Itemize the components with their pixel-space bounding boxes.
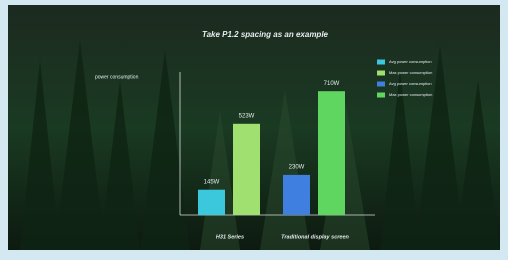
bar <box>318 91 345 215</box>
value-label: 230W <box>289 164 305 170</box>
legend-label: Max power consumption <box>389 92 432 97</box>
value-label: 145W <box>204 179 220 185</box>
chart-title: Take P1.2 spacing as an example <box>202 30 329 39</box>
legend-swatch <box>377 93 385 98</box>
legend-label: Avg power consumption <box>389 81 432 86</box>
chart: Take P1.2 spacing as an example power co… <box>0 0 508 260</box>
page: Take P1.2 spacing as an example power co… <box>0 0 508 260</box>
bar <box>198 190 225 215</box>
bar <box>233 124 260 215</box>
legend-label: Avg power consumption <box>389 59 432 64</box>
legend-label: Max power consumption <box>389 70 432 75</box>
value-label: 523W <box>239 113 255 119</box>
x-tick-label: H31 Series <box>216 234 244 240</box>
bar <box>283 175 310 215</box>
legend-swatch <box>377 60 385 65</box>
x-tick-label: Traditional display screen <box>281 234 349 240</box>
legend-swatch <box>377 71 385 76</box>
legend-swatch <box>377 82 385 87</box>
y-axis-label: power consumption <box>95 74 139 80</box>
value-label: 710W <box>324 81 340 87</box>
